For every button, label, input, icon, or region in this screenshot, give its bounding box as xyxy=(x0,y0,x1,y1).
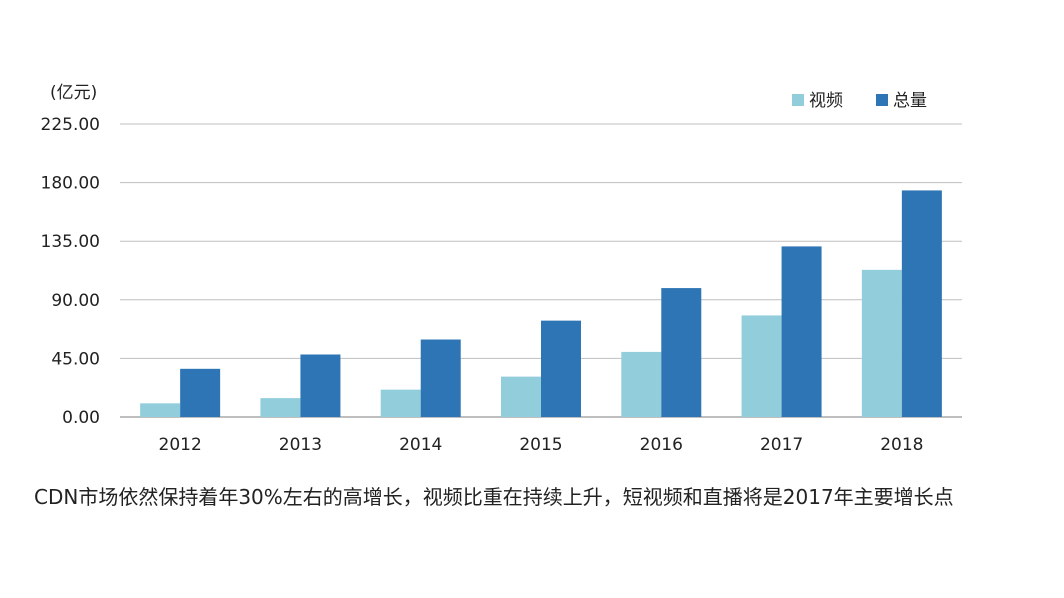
bar-total-2015 xyxy=(541,320,581,417)
y-tick-label: 225.00 xyxy=(41,115,100,135)
bar-video-2014 xyxy=(380,389,421,417)
bar-chart: (亿元) 0.00 45.00 90.00 135.00 180.00 225.00 20… xyxy=(41,83,962,455)
bar-total-2013 xyxy=(300,354,341,417)
y-tick-label: 180.00 xyxy=(41,174,100,194)
bar-video-2016 xyxy=(621,351,662,417)
bar-total-2018 xyxy=(901,190,942,417)
bar-video-2017 xyxy=(741,315,782,417)
x-tick-label: 2016 xyxy=(640,435,683,455)
x-tick-label: 2013 xyxy=(279,435,322,455)
x-tick-label: 2018 xyxy=(880,435,923,455)
legend-label-total: 总量 xyxy=(893,91,927,111)
chart-caption: CDN市场依然保持着年30%左右的高增长，视频比重在持续上升，短视频和直播将是2… xyxy=(34,485,954,509)
x-axis-labels: 2012 2013 2014 2015 2016 2017 2018 xyxy=(159,435,924,455)
bar-total-2017 xyxy=(781,246,822,417)
gridlines xyxy=(120,123,962,418)
y-tick-label: 0.00 xyxy=(62,408,100,428)
y-tick-label: 45.00 xyxy=(51,349,100,369)
x-tick-label: 2012 xyxy=(159,435,202,455)
bar-video-2018 xyxy=(861,269,902,417)
legend-label-video: 视频 xyxy=(809,91,843,111)
x-tick-label: 2017 xyxy=(760,435,803,455)
bar-total-2014 xyxy=(420,339,461,417)
bar-total-2012 xyxy=(180,368,221,417)
x-tick-label: 2015 xyxy=(519,435,562,455)
bars xyxy=(140,190,942,417)
bar-video-2013 xyxy=(260,398,301,417)
y-axis-ticks: 0.00 45.00 90.00 135.00 180.00 225.00 xyxy=(41,115,100,428)
bar-video-2015 xyxy=(501,376,541,417)
legend-swatch-video xyxy=(792,94,804,106)
y-tick-label: 135.00 xyxy=(41,232,100,252)
y-axis-unit-label: (亿元) xyxy=(50,83,97,103)
bar-total-2016 xyxy=(661,288,702,417)
legend: 视频 总量 xyxy=(792,91,927,111)
bar-video-2012 xyxy=(140,403,181,417)
y-tick-label: 90.00 xyxy=(51,291,100,311)
x-tick-label: 2014 xyxy=(399,435,442,455)
legend-swatch-total xyxy=(876,94,888,106)
